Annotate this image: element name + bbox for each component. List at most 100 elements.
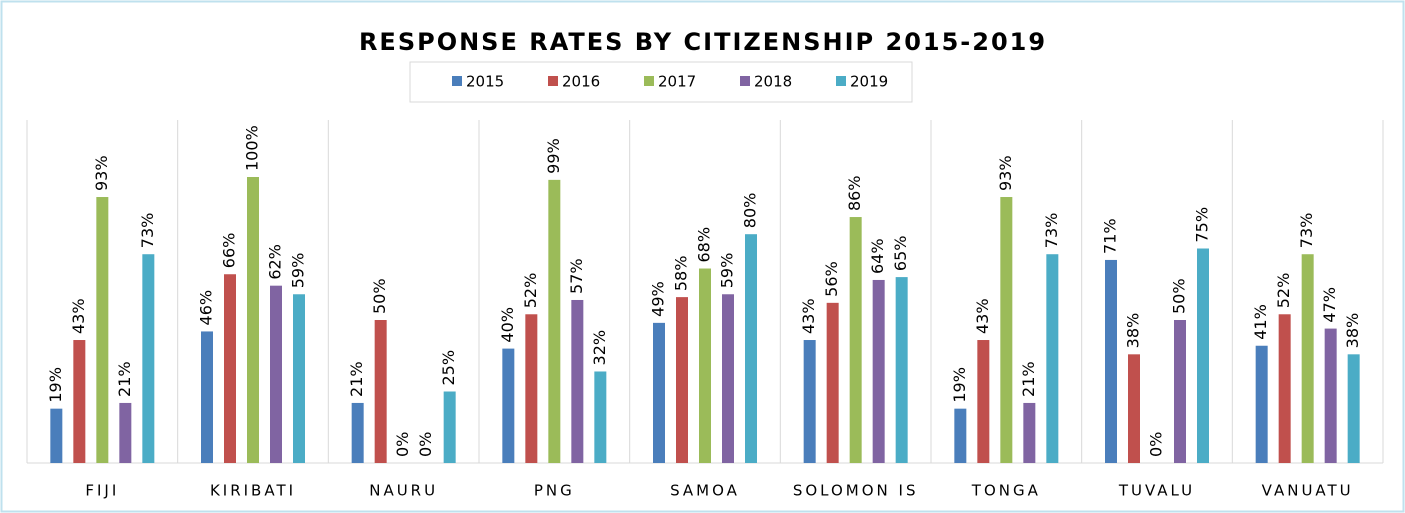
value-label: 80%	[741, 193, 760, 229]
bar	[1301, 254, 1314, 463]
bar	[1023, 402, 1036, 463]
x-tick-label: FIJI	[85, 482, 119, 500]
value-label: 19%	[950, 367, 969, 403]
bar	[201, 331, 213, 463]
bar	[803, 340, 816, 463]
bar	[1000, 197, 1013, 463]
bar	[1324, 328, 1337, 463]
bar	[96, 197, 109, 463]
bar	[722, 294, 734, 463]
x-tick-label: KIRIBATI	[210, 482, 296, 500]
bar	[826, 302, 839, 463]
value-label: 93%	[92, 155, 111, 191]
value-label: 59%	[289, 253, 308, 289]
bar	[571, 299, 584, 463]
value-label: 73%	[138, 213, 157, 249]
bar	[1278, 314, 1291, 463]
bar	[443, 391, 456, 463]
bar	[1128, 354, 1140, 463]
value-label: 49%	[649, 281, 668, 317]
x-tick-label: SOLOMON IS	[793, 482, 919, 500]
value-label: 46%	[197, 290, 216, 326]
value-label: 47%	[1320, 287, 1339, 323]
legend-label: 2019	[850, 73, 888, 91]
chart-title: RESPONSE RATES BY CITIZENSHIP 2015-2019	[359, 28, 1047, 56]
bar	[699, 268, 711, 463]
legend-swatch	[644, 76, 654, 86]
bar	[1105, 259, 1117, 463]
bar	[50, 408, 63, 463]
bar	[351, 402, 364, 463]
value-label: 40%	[498, 307, 517, 343]
value-label: 86%	[845, 175, 864, 211]
value-label: 93%	[996, 155, 1015, 191]
legend-swatch	[452, 76, 462, 86]
legend-swatch	[740, 76, 750, 86]
value-label: 21%	[347, 361, 366, 397]
value-label: 52%	[1274, 273, 1293, 309]
value-label: 65%	[891, 236, 910, 272]
value-label: 62%	[266, 244, 285, 280]
bar	[142, 254, 155, 463]
bar	[676, 297, 688, 463]
legend-label: 2018	[754, 73, 792, 91]
x-tick-label: SAMOA	[670, 482, 740, 500]
bar	[548, 179, 561, 464]
legend-label: 2015	[466, 73, 504, 91]
value-label: 50%	[1170, 278, 1189, 314]
bar	[525, 314, 538, 463]
value-label: 56%	[822, 261, 841, 297]
value-label: 73%	[1042, 213, 1061, 249]
value-label: 75%	[1193, 207, 1212, 243]
value-label: 38%	[1343, 313, 1362, 349]
bar	[954, 408, 967, 463]
x-tick-label: TONGA	[971, 482, 1041, 500]
bar	[224, 274, 236, 463]
legend-box	[409, 61, 913, 103]
x-tick-label: TUVALU	[1118, 482, 1195, 500]
value-label: 43%	[799, 298, 818, 334]
value-label: 100%	[243, 125, 262, 171]
legend-label: 2016	[562, 73, 600, 91]
value-label: 21%	[1019, 361, 1038, 397]
value-label: 19%	[46, 367, 65, 403]
value-label: 43%	[69, 298, 88, 334]
value-label: 0%	[393, 432, 412, 457]
bar	[653, 322, 665, 463]
bar	[1174, 320, 1186, 463]
value-label: 0%	[416, 432, 435, 457]
value-label: 0%	[1147, 432, 1166, 457]
value-label: 68%	[695, 227, 714, 263]
bar	[872, 279, 885, 463]
bar	[270, 285, 282, 463]
value-label: 41%	[1251, 304, 1270, 340]
value-label: 38%	[1124, 313, 1143, 349]
value-label: 43%	[973, 298, 992, 334]
value-label: 66%	[220, 233, 239, 269]
bar	[502, 348, 515, 463]
value-label: 21%	[115, 361, 134, 397]
value-label: 73%	[1297, 213, 1316, 249]
bar	[745, 234, 757, 463]
bar	[1347, 354, 1360, 463]
bar	[849, 217, 862, 463]
value-label: 25%	[439, 350, 458, 386]
value-label: 52%	[521, 273, 540, 309]
value-label: 59%	[718, 253, 737, 289]
value-label: 32%	[590, 330, 609, 366]
bar	[73, 340, 86, 463]
bar	[1046, 254, 1059, 463]
legend-swatch	[548, 76, 558, 86]
value-label: 50%	[370, 278, 389, 314]
bar	[977, 340, 990, 463]
value-label: 57%	[567, 258, 586, 294]
bar	[895, 277, 908, 463]
x-tick-label: PNG	[534, 482, 575, 500]
x-tick-label: VANUATU	[1262, 482, 1354, 500]
value-label: 71%	[1101, 218, 1120, 254]
bar	[594, 371, 607, 463]
bar	[1255, 345, 1268, 463]
value-label: 58%	[672, 256, 691, 292]
bar	[119, 402, 132, 463]
